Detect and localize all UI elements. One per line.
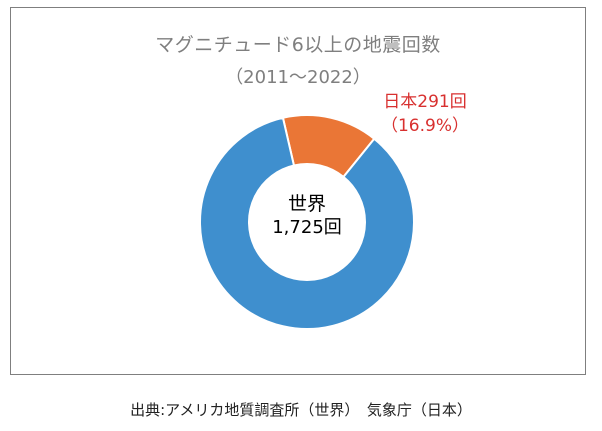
chart-subtitle: （2011〜2022） bbox=[225, 67, 371, 88]
source-citation: 出典:アメリカ地質調査所（世界） 気象庁（日本） bbox=[130, 401, 472, 419]
donut-slices bbox=[199, 114, 415, 330]
japan-label-line-1: 日本291回 bbox=[383, 92, 466, 112]
chart-title: マグニチュード6以上の地震回数 bbox=[155, 34, 441, 56]
center-label-line-1: 世界 bbox=[288, 193, 326, 215]
slice-world bbox=[199, 116, 415, 330]
japan-label-line-2: （16.9%） bbox=[381, 116, 469, 136]
center-label-line-2: 1,725回 bbox=[272, 217, 342, 238]
